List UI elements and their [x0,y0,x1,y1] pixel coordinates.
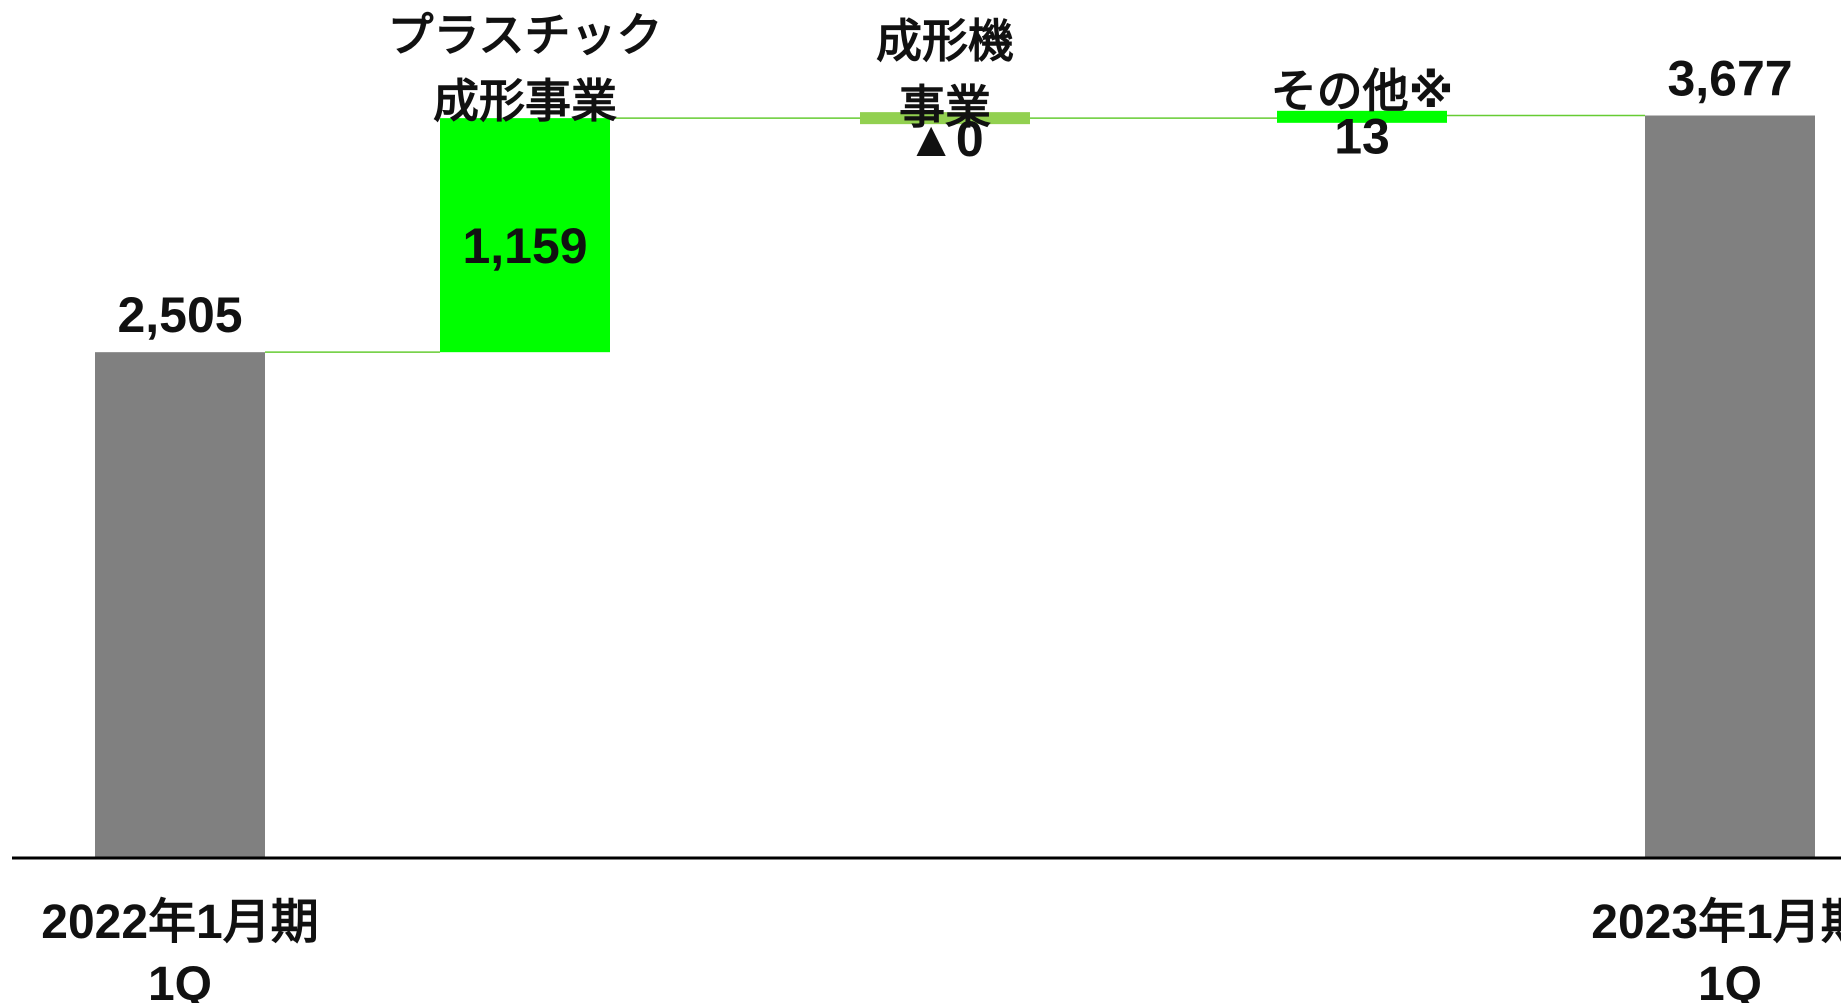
category-label-machine-line-2: 事業 [899,81,991,133]
category-label-start-line-1: 2022年1月期 [41,896,318,949]
bar-start [95,352,265,858]
bar-plastic [440,118,610,353]
category-label-plastic-line-2: 成形事業 [433,75,617,127]
category-label-start-line-2: 1Q [148,958,212,1003]
value-label-machine: ▲0 [906,111,983,167]
value-label-end: 3,677 [1667,51,1792,107]
value-label-other: 13 [1334,109,1390,165]
category-label-plastic-line-1: プラスチック [387,9,662,61]
category-label-other-line-1: その他※ [1271,65,1454,117]
value-label-start: 2,505 [117,287,242,343]
value-label-plastic: 1,159 [462,218,587,274]
bar-other [1277,110,1447,123]
category-label-machine-line-1: 成形機 [876,15,1014,67]
bar-machine [860,112,1030,125]
category-label-end-line-2: 1Q [1698,958,1762,1003]
category-label-end-line-1: 2023年1月期 [1591,896,1841,949]
bar-end [1645,115,1815,858]
